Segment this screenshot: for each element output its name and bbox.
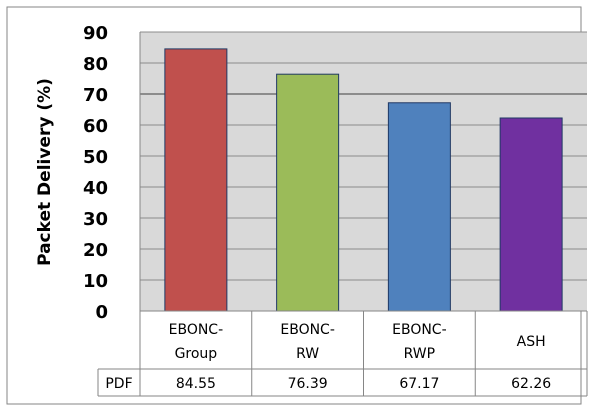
- x-category-label: RWP: [404, 346, 435, 362]
- y-tick-label: 20: [83, 240, 108, 261]
- y-tick-label: 70: [83, 85, 108, 106]
- y-axis-tick-labels: 0 10 20 30 40 50 60 70 80 90: [83, 23, 108, 323]
- x-category-label: EBONC-: [280, 322, 335, 338]
- table-row-header: PDF: [105, 376, 132, 392]
- data-table: EBONC- Group EBONC- RW EBONC- RWP ASH PDF 84.55 7…: [97, 310, 588, 397]
- y-tick-label: 10: [83, 271, 108, 292]
- bar: [499, 117, 563, 312]
- y-tick-label: 0: [95, 302, 108, 323]
- x-category-label: EBONC-: [392, 322, 447, 338]
- x-category-label: Group: [175, 346, 218, 362]
- bar: [164, 48, 228, 312]
- y-tick-label: 90: [83, 23, 108, 44]
- table-value-cell: 67.17: [399, 376, 439, 392]
- table-value-cell: 62.26: [511, 376, 551, 392]
- table-value-cell: 76.39: [288, 376, 328, 392]
- y-tick-label: 30: [83, 209, 108, 230]
- y-tick-label: 50: [83, 147, 108, 168]
- y-axis-title: Packet Delivery (%): [35, 78, 55, 266]
- bar: [387, 102, 451, 312]
- bars: [164, 48, 563, 312]
- x-category-label: RW: [296, 346, 319, 362]
- bar: [276, 73, 340, 312]
- y-tick-label: 40: [83, 178, 108, 199]
- table-value-cell: 84.55: [176, 376, 216, 392]
- x-category-label: EBONC-: [169, 322, 224, 338]
- y-tick-label: 80: [83, 54, 108, 75]
- x-category-label: ASH: [517, 334, 546, 350]
- y-tick-label: 60: [83, 116, 108, 137]
